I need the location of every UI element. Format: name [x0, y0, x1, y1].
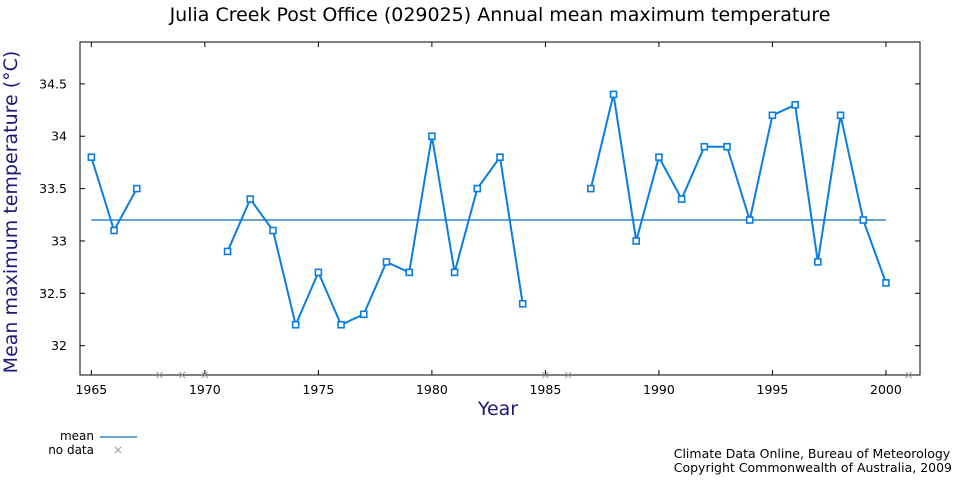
nodata-marker	[201, 371, 209, 379]
nodata-marker	[178, 371, 186, 379]
y-axis: 32 32.5 33 33.5 34 34.5	[39, 76, 920, 353]
data-point	[587, 184, 595, 193]
data-point	[291, 320, 300, 329]
series-line	[226, 136, 524, 328]
y-tick-label: 33.5	[39, 181, 67, 196]
data-point	[269, 226, 277, 235]
data-point	[314, 268, 323, 277]
nodata-layer	[156, 371, 913, 379]
x-tick-label: 1970	[189, 382, 221, 397]
data-point	[518, 299, 527, 308]
nodata-marker	[156, 371, 163, 379]
data-point	[110, 226, 118, 235]
x-tick-label: 1965	[75, 382, 107, 397]
data-point	[223, 247, 232, 256]
series-layer	[87, 90, 890, 329]
nodata-marker	[542, 371, 549, 379]
data-point	[723, 142, 731, 151]
credit-line-1: Climate Data Online, Bureau of Meteorolo…	[673, 446, 951, 461]
data-point	[745, 216, 754, 224]
data-point	[632, 237, 641, 245]
data-point	[677, 195, 686, 203]
x-axis-title: Year	[477, 398, 518, 420]
data-point	[87, 153, 96, 161]
credit-block: Climate Data Online, Bureau of Meteorolo…	[674, 447, 952, 475]
x-tick-label: 2000	[870, 382, 902, 397]
data-point	[405, 268, 413, 277]
data-point	[359, 310, 368, 319]
data-point	[700, 142, 709, 151]
legend-nodata-label: no data	[48, 443, 94, 457]
data-point	[836, 111, 845, 120]
y-tick-label: 32	[51, 338, 67, 353]
credit-line-2: Copyright Commonwealth of Australia, 200…	[673, 460, 952, 475]
nodata-marker	[564, 371, 572, 379]
data-point	[882, 279, 890, 287]
chart-title: Julia Creek Post Office (029025) Annual …	[169, 4, 831, 26]
x-tick-label: 1980	[416, 382, 448, 397]
y-tick-label: 34	[51, 129, 67, 144]
legend-nodata-marker	[114, 446, 122, 454]
data-point	[814, 258, 822, 266]
x-axis: 1965 1970 1975 1980 1985 1990 1995 2000	[75, 42, 902, 397]
y-tick-label: 32.5	[39, 286, 67, 301]
data-point	[768, 111, 777, 120]
data-point	[382, 258, 391, 266]
y-axis-title: Mean maximum temperature (°C)	[0, 51, 22, 374]
data-point	[496, 153, 504, 161]
legend-mean-label: mean	[59, 429, 94, 443]
series-line	[589, 94, 887, 284]
data-point	[450, 268, 459, 277]
nodata-marker	[905, 371, 913, 379]
data-point	[337, 320, 345, 329]
data-point	[473, 184, 482, 193]
x-tick-label: 1990	[643, 382, 675, 397]
data-point	[246, 195, 255, 203]
data-point	[791, 101, 799, 109]
x-tick-label: 1975	[302, 382, 334, 397]
plot-frame	[79, 41, 921, 376]
y-tick-label: 34.5	[39, 76, 67, 91]
x-tick-label: 1985	[529, 382, 561, 397]
data-point	[655, 153, 663, 161]
data-point	[132, 184, 141, 193]
data-point	[428, 132, 436, 141]
data-point	[609, 90, 618, 99]
data-point	[859, 216, 868, 224]
y-tick-label: 33	[51, 233, 67, 248]
x-tick-label: 1995	[757, 382, 789, 397]
